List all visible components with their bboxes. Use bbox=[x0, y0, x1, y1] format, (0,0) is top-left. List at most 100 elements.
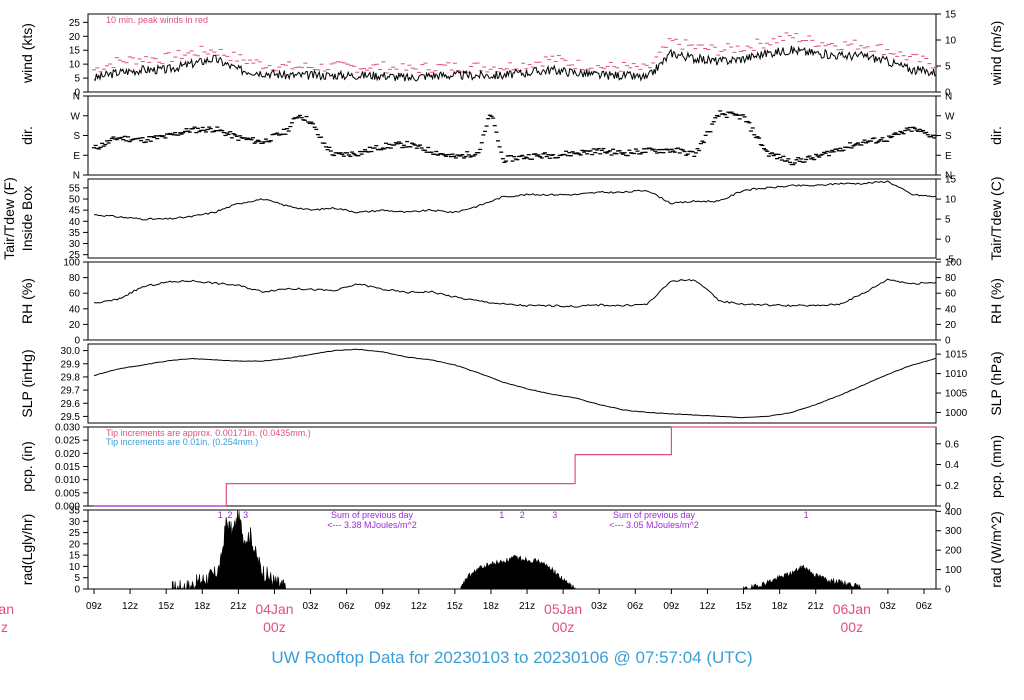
right-tick-label-direction: S bbox=[945, 131, 952, 142]
left-tick-label-pressure: 29.9 bbox=[61, 359, 81, 370]
left-tick-label-humidity: 80 bbox=[69, 273, 81, 284]
right-tick-label-precipitation: 0 bbox=[945, 502, 951, 513]
x-tick-label: 12z bbox=[122, 601, 138, 612]
right-tick-label-radiation: 300 bbox=[945, 526, 962, 537]
left-axis-label-temperature: Tair/Tdew (F) bbox=[1, 177, 17, 259]
left-tick-label-pressure: 29.8 bbox=[61, 372, 81, 383]
x-tick-label: 09z bbox=[86, 601, 102, 612]
left-axis-label-direction: dir. bbox=[19, 126, 35, 145]
left-tick-label-humidity: 40 bbox=[69, 304, 81, 315]
left-tick-label-pressure: 29.6 bbox=[61, 399, 81, 410]
right-tick-label-wind: 15 bbox=[945, 10, 957, 21]
wind-series-line bbox=[93, 45, 937, 82]
radiation-marker-label: 1 bbox=[804, 510, 809, 520]
tip-increment-note-red: Tip increments are approx. 0.00171in. (0… bbox=[106, 428, 311, 438]
radiation-marker-label: 3 bbox=[243, 510, 248, 520]
left-tick-label-direction: N bbox=[73, 92, 80, 103]
panel-frame-humidity bbox=[87, 261, 937, 341]
radiation-area-day-1 bbox=[171, 509, 287, 590]
right-tick-label-direction: N bbox=[945, 171, 952, 182]
right-tick-label-pressure: 1005 bbox=[945, 389, 968, 400]
left-tick-label-precipitation: 0.010 bbox=[55, 475, 80, 486]
right-axis-label-precipitation: pcp. (mm) bbox=[988, 435, 1004, 498]
right-tick-label-precipitation: 0.2 bbox=[945, 481, 959, 492]
left-tick-label-precipitation: 0.015 bbox=[55, 462, 80, 473]
right-tick-label-temperature: 0 bbox=[945, 235, 951, 246]
left-tick-label-wind: 15 bbox=[69, 46, 81, 57]
x-tick-label: 18z bbox=[194, 601, 210, 612]
x-tick-label: 03z bbox=[591, 601, 607, 612]
x-tick-label: 18z bbox=[483, 601, 499, 612]
left-tick-label-radiation: 10 bbox=[69, 562, 81, 573]
left-tick-label-radiation: 15 bbox=[69, 551, 81, 562]
x-tick-label: 09z bbox=[375, 601, 391, 612]
left-tick-label-wind: 0 bbox=[74, 88, 80, 99]
peak-wind-note: 10 min. peak winds in red bbox=[106, 15, 208, 25]
date-sub-label: 00z bbox=[263, 619, 286, 635]
left-tick-label-wind: 10 bbox=[69, 60, 81, 71]
left-axis-label2-temperature: Inside Box bbox=[19, 186, 35, 251]
right-tick-label-humidity: 80 bbox=[945, 273, 957, 284]
left-tick-label-temperature: 40 bbox=[69, 217, 81, 228]
right-tick-label-radiation: 100 bbox=[945, 565, 962, 576]
partial-date-label: Jan bbox=[0, 601, 14, 617]
right-tick-label-temperature: 5 bbox=[945, 215, 951, 226]
pressure-series-line bbox=[93, 348, 937, 419]
right-tick-label-temperature: 10 bbox=[945, 195, 957, 206]
radiation-area-day-2 bbox=[460, 554, 576, 590]
right-tick-label-wind: 10 bbox=[945, 36, 957, 47]
right-tick-label-pressure: 1010 bbox=[945, 369, 968, 380]
right-axis-label-wind: wind (m/s) bbox=[988, 21, 1004, 87]
left-tick-label-temperature: 55 bbox=[69, 183, 81, 194]
left-axis-label-wind: wind (kts) bbox=[19, 23, 35, 84]
panel-frame-temperature bbox=[87, 178, 937, 259]
right-tick-label-precipitation: 0.6 bbox=[945, 439, 959, 450]
x-tick-label: 09z bbox=[663, 601, 679, 612]
partial-date-sub-label: z bbox=[1, 619, 8, 635]
left-tick-label-wind: 20 bbox=[69, 32, 81, 43]
left-axis-label-humidity: RH (%) bbox=[19, 278, 35, 324]
left-tick-label-wind: 25 bbox=[69, 18, 81, 29]
temperature-series-line bbox=[93, 180, 937, 221]
left-tick-label-pressure: 29.5 bbox=[61, 412, 81, 423]
radiation-marker-label: 1 bbox=[218, 510, 223, 520]
left-tick-label-direction: S bbox=[73, 131, 80, 142]
left-tick-label-humidity: 100 bbox=[63, 258, 80, 269]
right-tick-label-direction: E bbox=[945, 151, 952, 162]
right-tick-label-direction: N bbox=[945, 92, 952, 103]
date-sub-label: 00z bbox=[841, 619, 864, 635]
left-tick-label-direction: E bbox=[73, 151, 80, 162]
radiation-sum-value-1: <--- 3.38 MJoules/m^2 bbox=[327, 520, 417, 530]
date-sub-label: 00z bbox=[552, 619, 575, 635]
right-tick-label-humidity: 0 bbox=[945, 336, 951, 347]
date-label: 04Jan bbox=[255, 601, 293, 617]
radiation-area-day-3 bbox=[743, 564, 864, 590]
left-tick-label-radiation: 30 bbox=[69, 517, 81, 528]
x-tick-label: 18z bbox=[772, 601, 788, 612]
left-tick-label-radiation: 0 bbox=[74, 585, 80, 596]
left-axis-label-precipitation: pcp. (in) bbox=[19, 441, 35, 492]
x-tick-label: 15z bbox=[447, 601, 463, 612]
precip-series-line bbox=[225, 426, 936, 506]
radiation-marker-label: 1 bbox=[499, 510, 504, 520]
right-axis-label-temperature: Tair/Tdew (C) bbox=[988, 176, 1004, 260]
left-tick-label-direction: W bbox=[71, 111, 81, 122]
left-tick-label-pressure: 30.0 bbox=[61, 346, 81, 357]
date-label: 06Jan bbox=[833, 601, 871, 617]
left-tick-label-precipitation: 0.020 bbox=[55, 449, 80, 460]
right-tick-label-temperature: -5 bbox=[945, 255, 954, 266]
left-tick-label-direction: N bbox=[73, 171, 80, 182]
panel-frame-wind bbox=[87, 13, 937, 93]
left-tick-label-precipitation: 0.005 bbox=[55, 488, 80, 499]
right-axis-label-direction: dir. bbox=[988, 126, 1004, 145]
left-tick-label-radiation: 25 bbox=[69, 528, 81, 539]
radiation-marker-label: 2 bbox=[520, 510, 525, 520]
x-tick-label: 21z bbox=[230, 601, 246, 612]
right-tick-label-radiation: 400 bbox=[945, 507, 962, 518]
radiation-sum-value-2: <--- 3.05 MJoules/m^2 bbox=[609, 520, 699, 530]
x-tick-label: 03z bbox=[302, 601, 318, 612]
right-tick-label-pressure: 1000 bbox=[945, 408, 968, 419]
humidity-series-line bbox=[93, 278, 937, 308]
x-tick-label: 06z bbox=[339, 601, 355, 612]
